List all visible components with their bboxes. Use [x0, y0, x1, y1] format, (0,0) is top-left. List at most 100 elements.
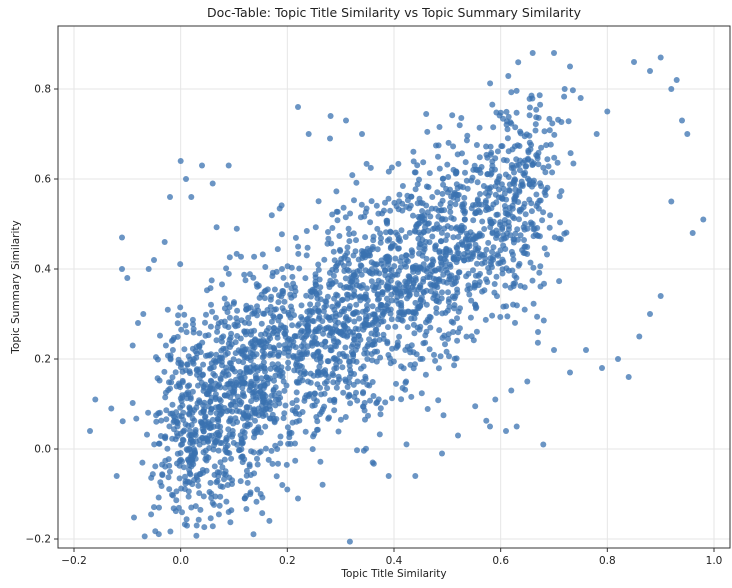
scatter-point	[317, 411, 323, 418]
scatter-point	[176, 462, 183, 469]
scatter-point	[304, 315, 311, 322]
scatter-point	[404, 197, 411, 204]
scatter-point	[219, 371, 226, 377]
scatter-point	[421, 216, 428, 223]
scatter-point	[317, 384, 323, 391]
scatter-point	[177, 304, 184, 311]
scatter-point	[494, 293, 500, 300]
scatter-point	[180, 428, 187, 435]
scatter-point	[513, 87, 520, 94]
scatter-point	[311, 390, 318, 397]
scatter-point	[156, 409, 163, 416]
scatter-point	[555, 116, 562, 123]
scatter-point	[532, 127, 539, 134]
scatter-point	[186, 432, 193, 439]
scatter-point	[425, 184, 432, 191]
scatter-point	[345, 260, 352, 267]
scatter-point	[450, 166, 457, 173]
scatter-point	[408, 247, 415, 254]
scatter-point	[461, 216, 468, 223]
scatter-point	[298, 327, 305, 334]
scatter-point	[544, 184, 551, 191]
scatter-point	[225, 509, 232, 515]
scatter-point	[202, 421, 209, 428]
scatter-point	[172, 436, 179, 443]
scatter-point	[528, 92, 535, 99]
scatter-point	[174, 430, 180, 437]
scatter-point	[487, 218, 494, 225]
scatter-point	[507, 284, 514, 291]
scatter-point	[475, 207, 482, 214]
scatter-point	[228, 455, 235, 462]
scatter-point	[342, 344, 349, 351]
scatter-point	[379, 308, 386, 315]
scatter-point	[161, 239, 168, 245]
scatter-point	[448, 214, 455, 221]
scatter-point	[242, 277, 249, 284]
scatter-point	[436, 165, 443, 172]
scatter-point	[439, 310, 446, 317]
scatter-point	[408, 393, 415, 400]
scatter-point	[526, 112, 533, 119]
scatter-point	[439, 450, 445, 457]
scatter-point	[229, 431, 236, 438]
scatter-point	[569, 87, 576, 94]
scatter-point	[374, 225, 381, 232]
scatter-point	[487, 80, 494, 87]
scatter-point	[221, 456, 228, 463]
scatter-point	[361, 350, 368, 357]
scatter-point	[527, 146, 534, 153]
scatter-point	[438, 238, 444, 245]
scatter-point	[280, 415, 287, 422]
scatter-point	[364, 302, 370, 309]
scatter-point	[209, 416, 216, 423]
scatter-point	[216, 412, 223, 418]
scatter-point	[455, 255, 462, 261]
scatter-point	[217, 428, 224, 435]
scatter-point	[203, 435, 210, 442]
scatter-point	[366, 382, 373, 389]
y-axis-label: Topic Summary Similarity	[10, 220, 22, 354]
scatter-point	[292, 288, 299, 295]
scatter-point	[450, 143, 457, 150]
scatter-point	[329, 266, 336, 273]
scatter-point	[521, 237, 527, 243]
scatter-point	[384, 280, 391, 287]
scatter-point	[200, 361, 207, 368]
scatter-point	[387, 310, 394, 317]
scatter-point	[309, 446, 316, 453]
scatter-point	[455, 250, 462, 257]
scatter-point	[214, 328, 221, 335]
scatter-point	[523, 131, 530, 138]
scatter-point	[495, 252, 501, 259]
scatter-point	[275, 299, 282, 306]
scatter-point	[320, 330, 327, 337]
scatter-point	[489, 101, 496, 108]
scatter-point	[235, 358, 242, 365]
scatter-point	[422, 371, 429, 378]
scatter-point	[334, 208, 341, 215]
scatter-point	[435, 153, 441, 160]
scatter-point	[394, 232, 401, 238]
scatter-point	[451, 254, 458, 261]
scatter-point	[330, 335, 337, 342]
scatter-point	[221, 405, 228, 411]
scatter-point	[236, 373, 243, 379]
scatter-point	[395, 206, 402, 213]
scatter-point	[244, 415, 251, 422]
scatter-point	[252, 365, 259, 371]
scatter-point	[546, 115, 553, 122]
scatter-point	[316, 324, 323, 330]
scatter-point	[479, 260, 486, 267]
scatter-point	[402, 234, 409, 240]
scatter-point	[360, 447, 367, 454]
scatter-point	[363, 205, 370, 212]
scatter-point	[205, 403, 212, 410]
scatter-point	[493, 109, 500, 116]
scatter-point	[246, 320, 253, 327]
scatter-point	[504, 313, 511, 320]
scatter-point	[528, 221, 535, 228]
scatter-point	[511, 169, 517, 176]
scatter-point	[397, 238, 403, 244]
scatter-point	[279, 288, 286, 294]
